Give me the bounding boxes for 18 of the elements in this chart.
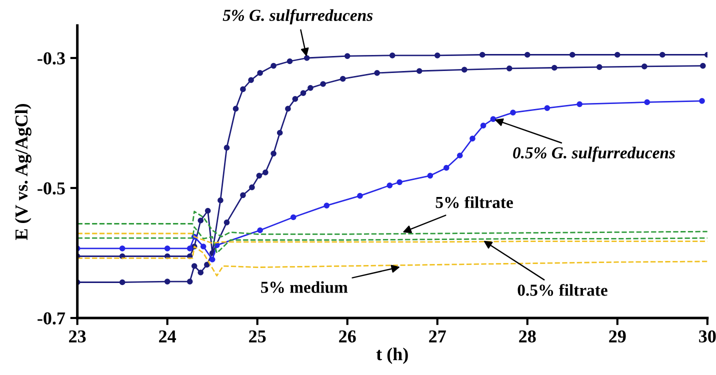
- x-tick-label: 26: [339, 330, 356, 343]
- x-tick-label: 25: [249, 330, 266, 343]
- x-tick-label: 23: [69, 330, 86, 343]
- y-tick-label: -0.3: [38, 52, 65, 65]
- y-tick-label: -0.5: [38, 182, 65, 195]
- x-axis-title: t (h): [376, 348, 408, 364]
- x-tick-label: 29: [609, 330, 626, 343]
- annotation: 5% filtrate: [436, 196, 513, 208]
- y-axis-title: E (V vs. Ag/AgCl): [14, 104, 32, 240]
- x-tick-label: 30: [699, 330, 716, 343]
- annotation: 0.5% G. sulfurreducens: [513, 146, 675, 162]
- x-tick-label: 27: [429, 330, 446, 342]
- annotation: 5% medium: [261, 281, 348, 293]
- x-tick-label: 28: [519, 330, 536, 343]
- x-tick-label: 24: [159, 330, 176, 342]
- annotation: 0.5% filtrate: [518, 284, 608, 296]
- y-tick-label: -0.7: [38, 312, 66, 325]
- annotation: 5% G. sulfurreducens: [222, 9, 373, 24]
